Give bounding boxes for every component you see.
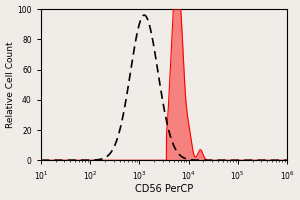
X-axis label: CD56 PerCP: CD56 PerCP (135, 184, 193, 194)
Y-axis label: Relative Cell Count: Relative Cell Count (6, 41, 15, 128)
